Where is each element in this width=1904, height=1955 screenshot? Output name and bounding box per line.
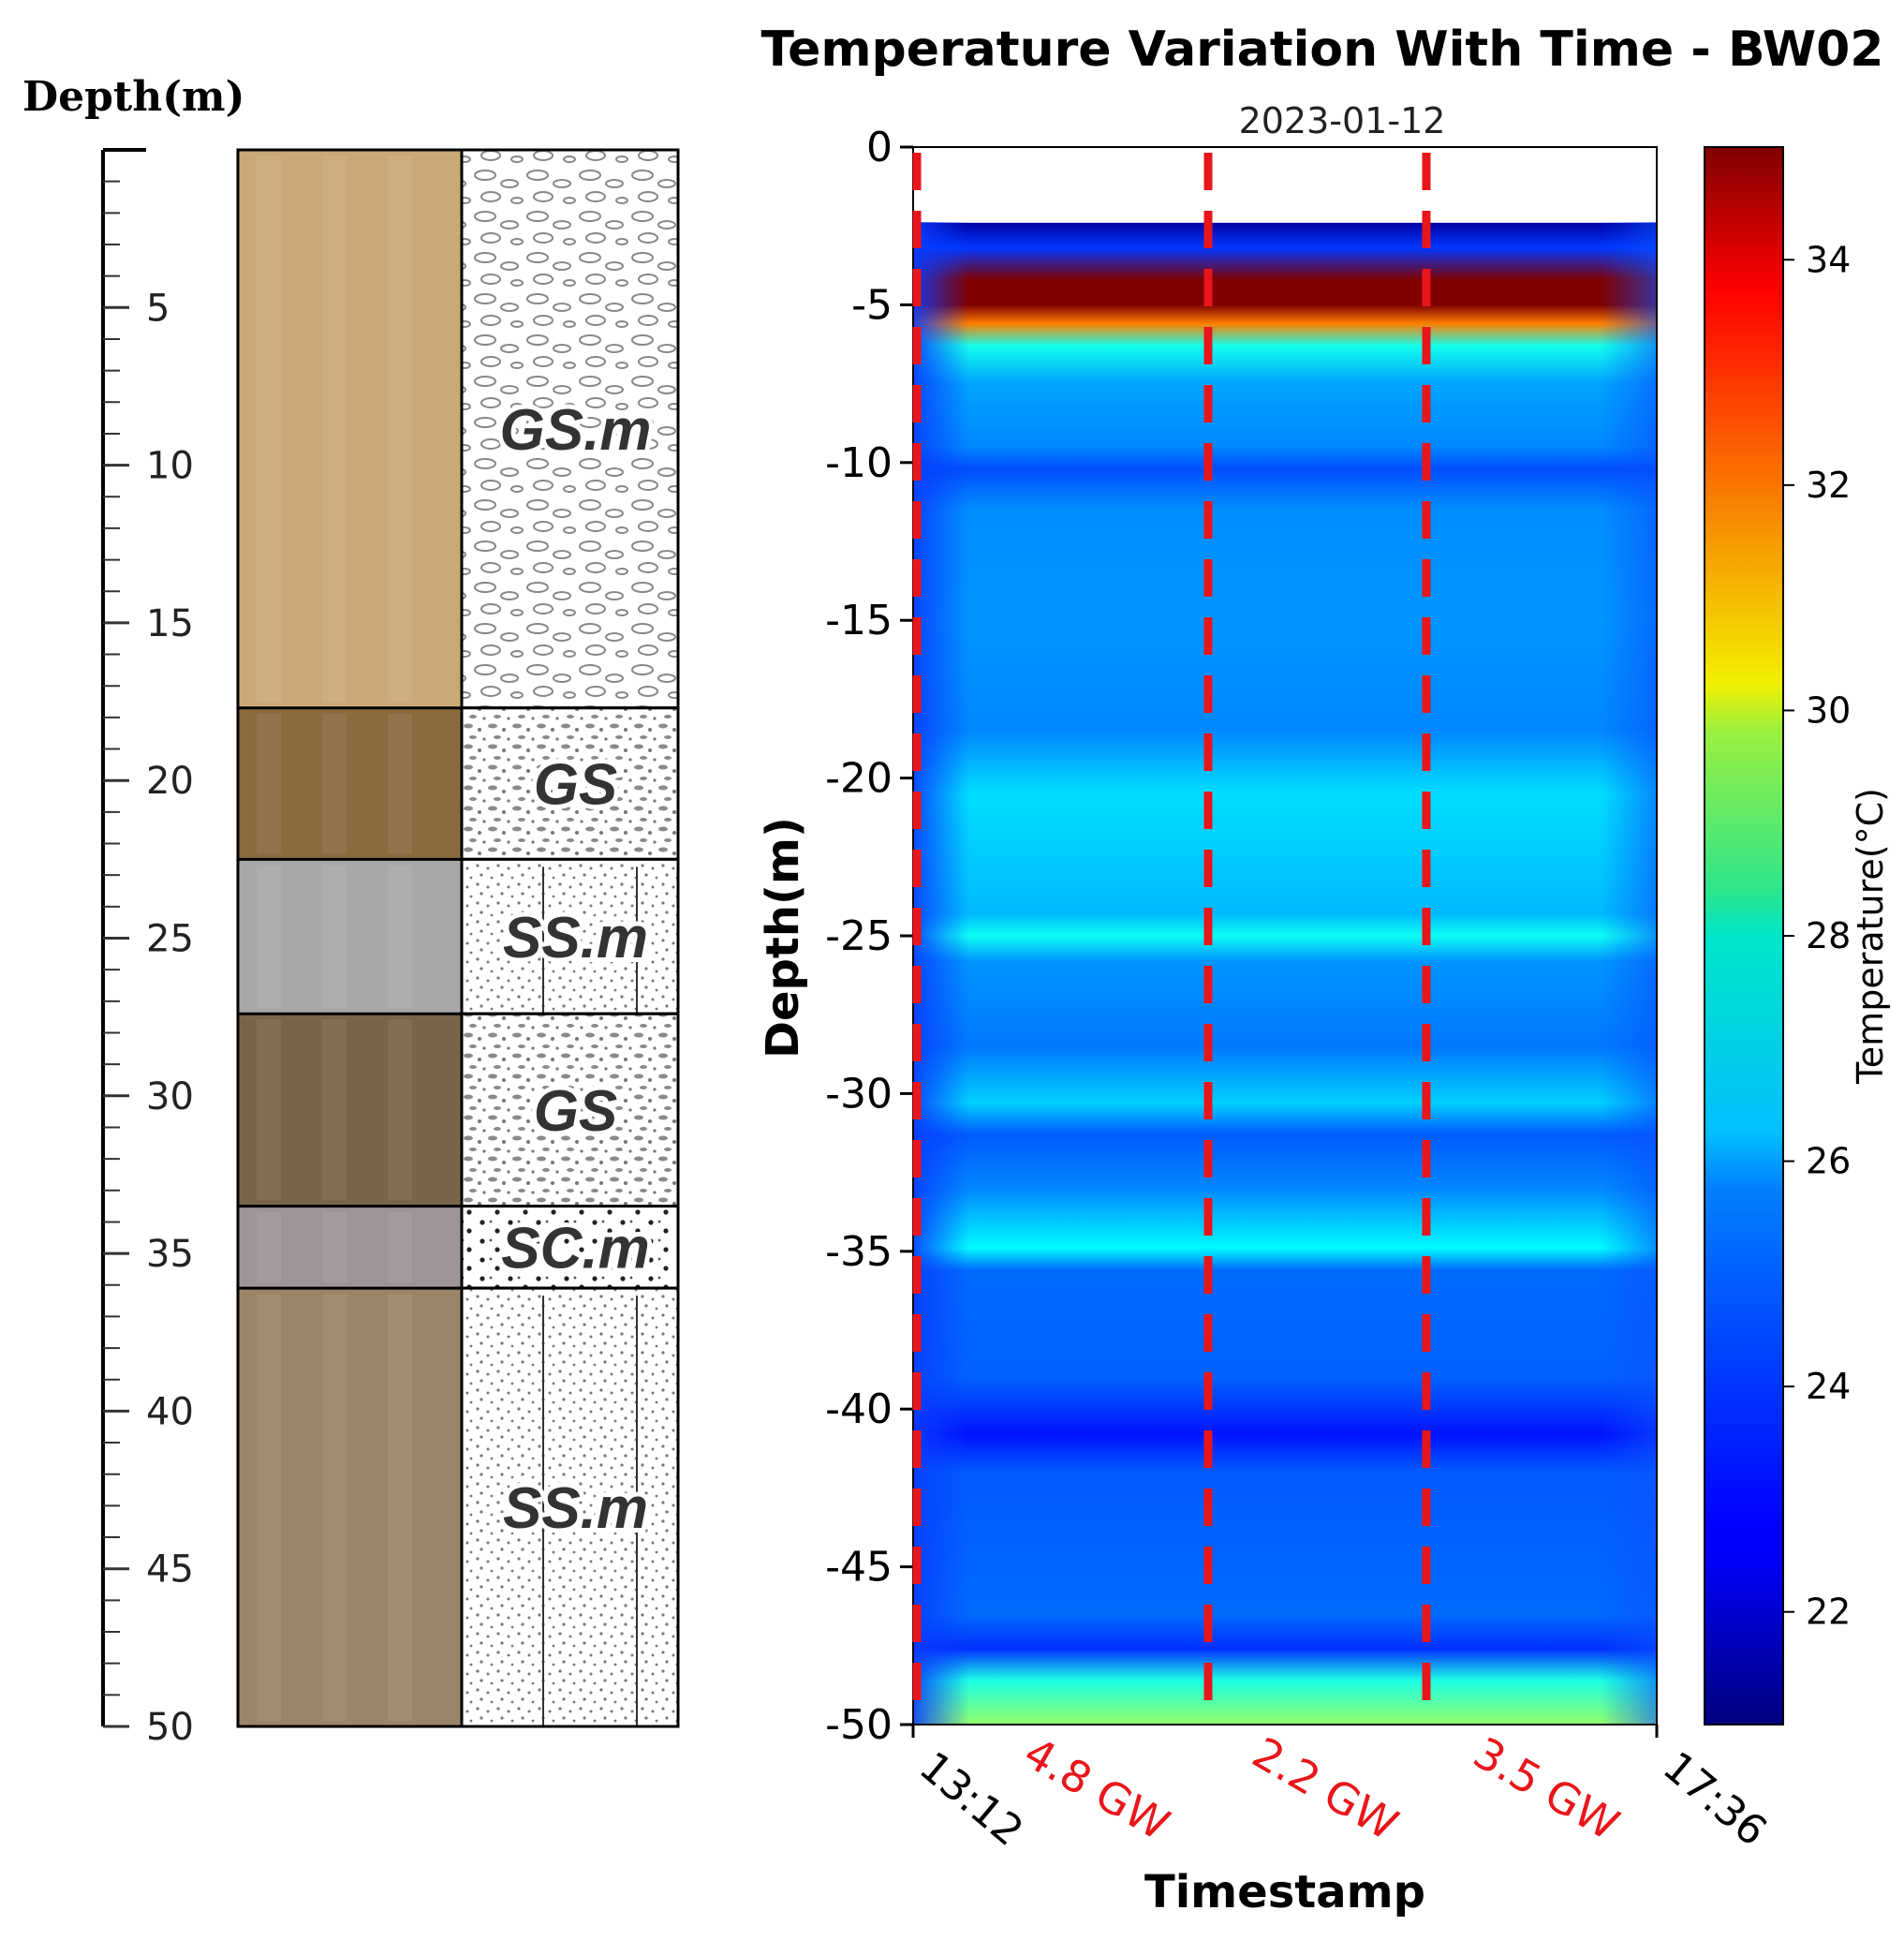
y-tick-label: -15 [825,597,893,644]
core-photo-texture [322,1294,347,1721]
core-photo-texture [388,865,412,1009]
core-photo-texture [322,1019,347,1201]
x-axis-label: Timestamp [1144,1866,1425,1918]
y-tick-label: -20 [825,755,893,803]
lithology-label: SS.m [503,906,648,970]
core-photo-texture [322,713,347,854]
core-photo-texture [257,1211,281,1283]
core-photo-texture [388,713,412,854]
core-photo-segment [238,1288,462,1726]
colorbar-tick-label: 32 [1806,465,1851,506]
column-depth-label: Depth(m) [22,73,244,121]
core-photo-segment [238,150,462,708]
heatmap-edge-right [1601,222,1657,1725]
x-tick-label: 17:36 [1654,1742,1776,1856]
depth-scale-tick-label: 10 [146,445,194,488]
lithology-pattern-pebbles [460,148,680,710]
core-photo-texture [322,865,347,1009]
lithology-label: SC.m [501,1216,649,1281]
core-photo-segment [238,859,462,1015]
lithology-label: SS.m [503,1476,648,1541]
y-axis-label: Depth(m) [757,817,809,1059]
core-photo-texture [388,1211,412,1283]
event-label: 4.8 GW [1016,1727,1178,1850]
depth-scale-tick-label: 35 [146,1233,194,1276]
y-tick-label: -30 [825,1070,893,1118]
core-photo-texture [257,1019,281,1201]
colorbar-tick-label: 30 [1806,689,1851,731]
lithology-label: GS [534,1079,618,1144]
core-photo-texture [322,1211,347,1283]
heatmap-field [913,222,1657,1725]
depth-scale-tick-label: 20 [146,760,194,803]
core-photo-texture [388,1019,412,1201]
lithology-pattern-clay [460,1205,680,1290]
y-tick-label: -25 [825,912,893,960]
core-photo-texture [257,156,281,703]
colorbar-tick-label: 22 [1806,1592,1851,1633]
lithology-pattern-gravel [460,706,680,861]
core-photo-texture [257,1294,281,1721]
lithology-labels: GS.m GS SS.m GS SC.m SS.m [495,393,657,1546]
core-photo-texture [322,156,347,703]
y-axis: 0 -5 -10 -15 -20 -25 -30 -35 -40 -45 -50 [825,124,913,1749]
lithology-label: GS.m [500,398,652,463]
x-tick-label: 13:12 [910,1742,1032,1856]
y-tick-label: 0 [866,124,893,171]
chart-date: 2023-01-12 [1239,100,1446,141]
core-photo-texture [388,156,412,703]
colorbar-ticks: 22 24 26 28 30 32 34 [1783,239,1851,1633]
column-frame [236,148,680,1728]
depth-scale-tick-label: 45 [146,1548,194,1592]
core-photo-texture [388,1294,412,1721]
colorbar-tick-label: 24 [1806,1366,1851,1407]
heatmap-chart: Temperature Variation With Time - BW02 2… [757,22,1891,1918]
event-label: 2.2 GW [1245,1727,1407,1850]
lithology-pattern-gravel [460,1012,680,1208]
colorbar-tick-label: 34 [1806,239,1851,280]
event-labels: 4.8 GW 2.2 GW 3.5 GW [1016,1727,1628,1850]
depth-scale-tick-label: 25 [146,918,194,961]
colorbar [1705,147,1783,1725]
event-label: 3.5 GW [1466,1727,1628,1850]
lithology-label: GS [534,753,618,818]
heatmap-edge-left [913,222,969,1725]
core-photo-segment [238,707,462,860]
core-photos [238,150,462,1726]
core-photo-segment [238,1014,462,1207]
depth-scale: 5 10 15 20 25 30 35 40 45 50 [101,148,194,1749]
y-tick-label: -45 [825,1544,893,1592]
depth-scale-tick-label: 50 [146,1706,194,1749]
core-photo-segment [238,1206,462,1289]
colorbar-tick-label: 28 [1806,915,1851,956]
y-tick-label: -40 [825,1385,893,1433]
colorbar-label: Temperature(°C) [1850,788,1891,1085]
event-lines [912,153,1431,1717]
depth-scale-tick-label: 40 [146,1390,194,1433]
chart-title: Temperature Variation With Time - BW02 [761,22,1884,78]
core-photo-texture [257,865,281,1009]
depth-scale-tick-label: 15 [146,602,194,645]
core-photo-texture [257,713,281,854]
y-tick-label: -10 [825,439,893,487]
depth-scale-tick-label: 5 [146,287,170,330]
lithology-patterns [236,148,680,1728]
colorbar-tick-label: 26 [1806,1141,1851,1182]
y-tick-label: -35 [825,1228,893,1276]
y-tick-label: -5 [851,281,893,329]
depth-scale-tick-label: 30 [146,1075,194,1118]
y-tick-label: -50 [825,1701,893,1749]
